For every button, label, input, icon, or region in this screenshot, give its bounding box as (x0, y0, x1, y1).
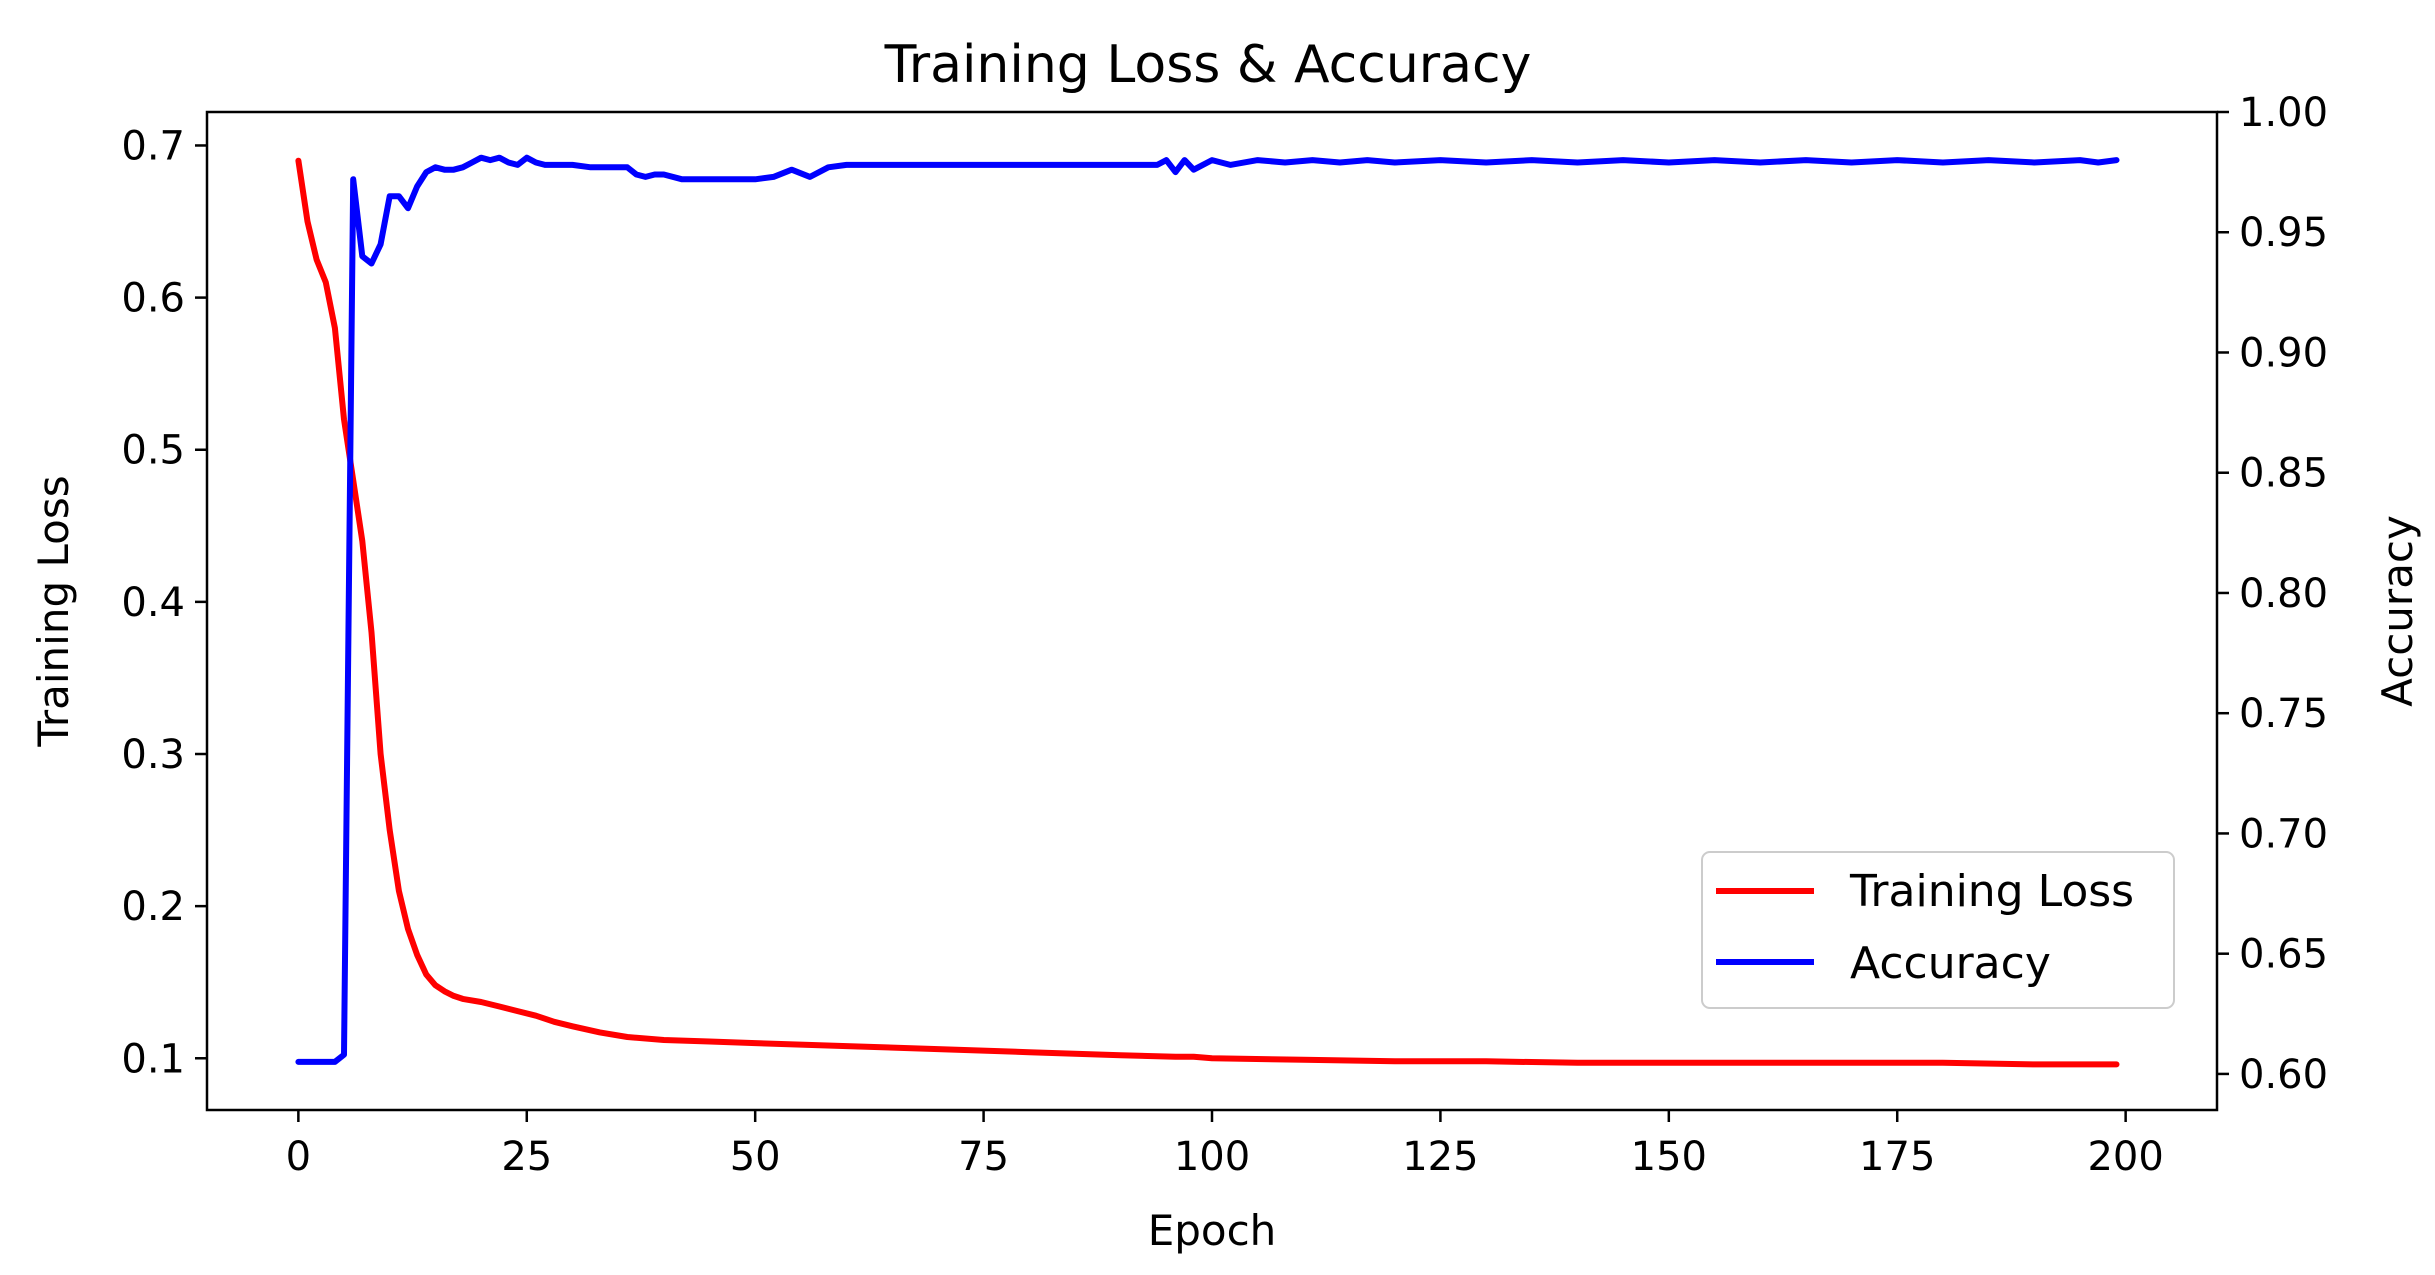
x-axis-label: Epoch (1148, 1206, 1277, 1255)
right-y-tick-label: 0.85 (2239, 451, 2328, 497)
right-y-tick-label: 0.70 (2239, 811, 2328, 857)
right-y-tick-label: 0.65 (2239, 932, 2328, 978)
left-y-tick-label: 0.7 (121, 123, 185, 169)
ticks-layer: 0 25 50 75 100 125 150 175 200 0.1 0.2 0.3 0.4 0.5 0.6… (121, 90, 2328, 1180)
x-tick-label: 150 (1631, 1134, 1707, 1180)
left-y-axis-label: Training Loss (29, 475, 78, 747)
legend-box (1701, 851, 2175, 1009)
x-tick-label: 200 (2087, 1134, 2163, 1180)
right-y-tick-label: 0.95 (2239, 210, 2328, 256)
x-tick-label: 75 (958, 1134, 1009, 1180)
right-y-axis-label: Accuracy (2373, 515, 2422, 707)
chart-title: Training Loss & Accuracy (884, 35, 1532, 95)
left-y-tick-label: 0.3 (121, 732, 185, 778)
left-y-tick-label: 0.5 (121, 428, 185, 474)
series-line-accuracy (295, 154, 2120, 1065)
legend-label-accuracy: Accuracy (1850, 938, 2051, 989)
series-line-training-loss (295, 157, 2120, 1068)
left-y-tick-label: 0.6 (121, 276, 185, 322)
x-tick-label: 0 (286, 1134, 311, 1180)
left-y-tick-label: 0.4 (121, 580, 185, 626)
x-tick-label: 50 (730, 1134, 781, 1180)
right-y-tick-label: 0.60 (2239, 1052, 2328, 1098)
legend-label-training-loss: Training Loss (1849, 866, 2134, 917)
right-y-tick-label: 0.80 (2239, 571, 2328, 617)
right-y-tick-label: 1.00 (2239, 90, 2328, 136)
left-y-tick-label: 0.1 (121, 1036, 185, 1082)
x-tick-label: 125 (1402, 1134, 1478, 1180)
x-tick-label: 25 (501, 1134, 552, 1180)
right-y-tick-label: 0.75 (2239, 691, 2328, 737)
right-y-tick-label: 0.90 (2239, 330, 2328, 376)
series-layer (295, 154, 2120, 1068)
x-tick-label: 100 (1174, 1134, 1250, 1180)
left-y-tick-label: 0.2 (121, 884, 185, 930)
x-tick-label: 175 (1859, 1134, 1935, 1180)
legend: Training Loss Accuracy (1701, 851, 2175, 1009)
